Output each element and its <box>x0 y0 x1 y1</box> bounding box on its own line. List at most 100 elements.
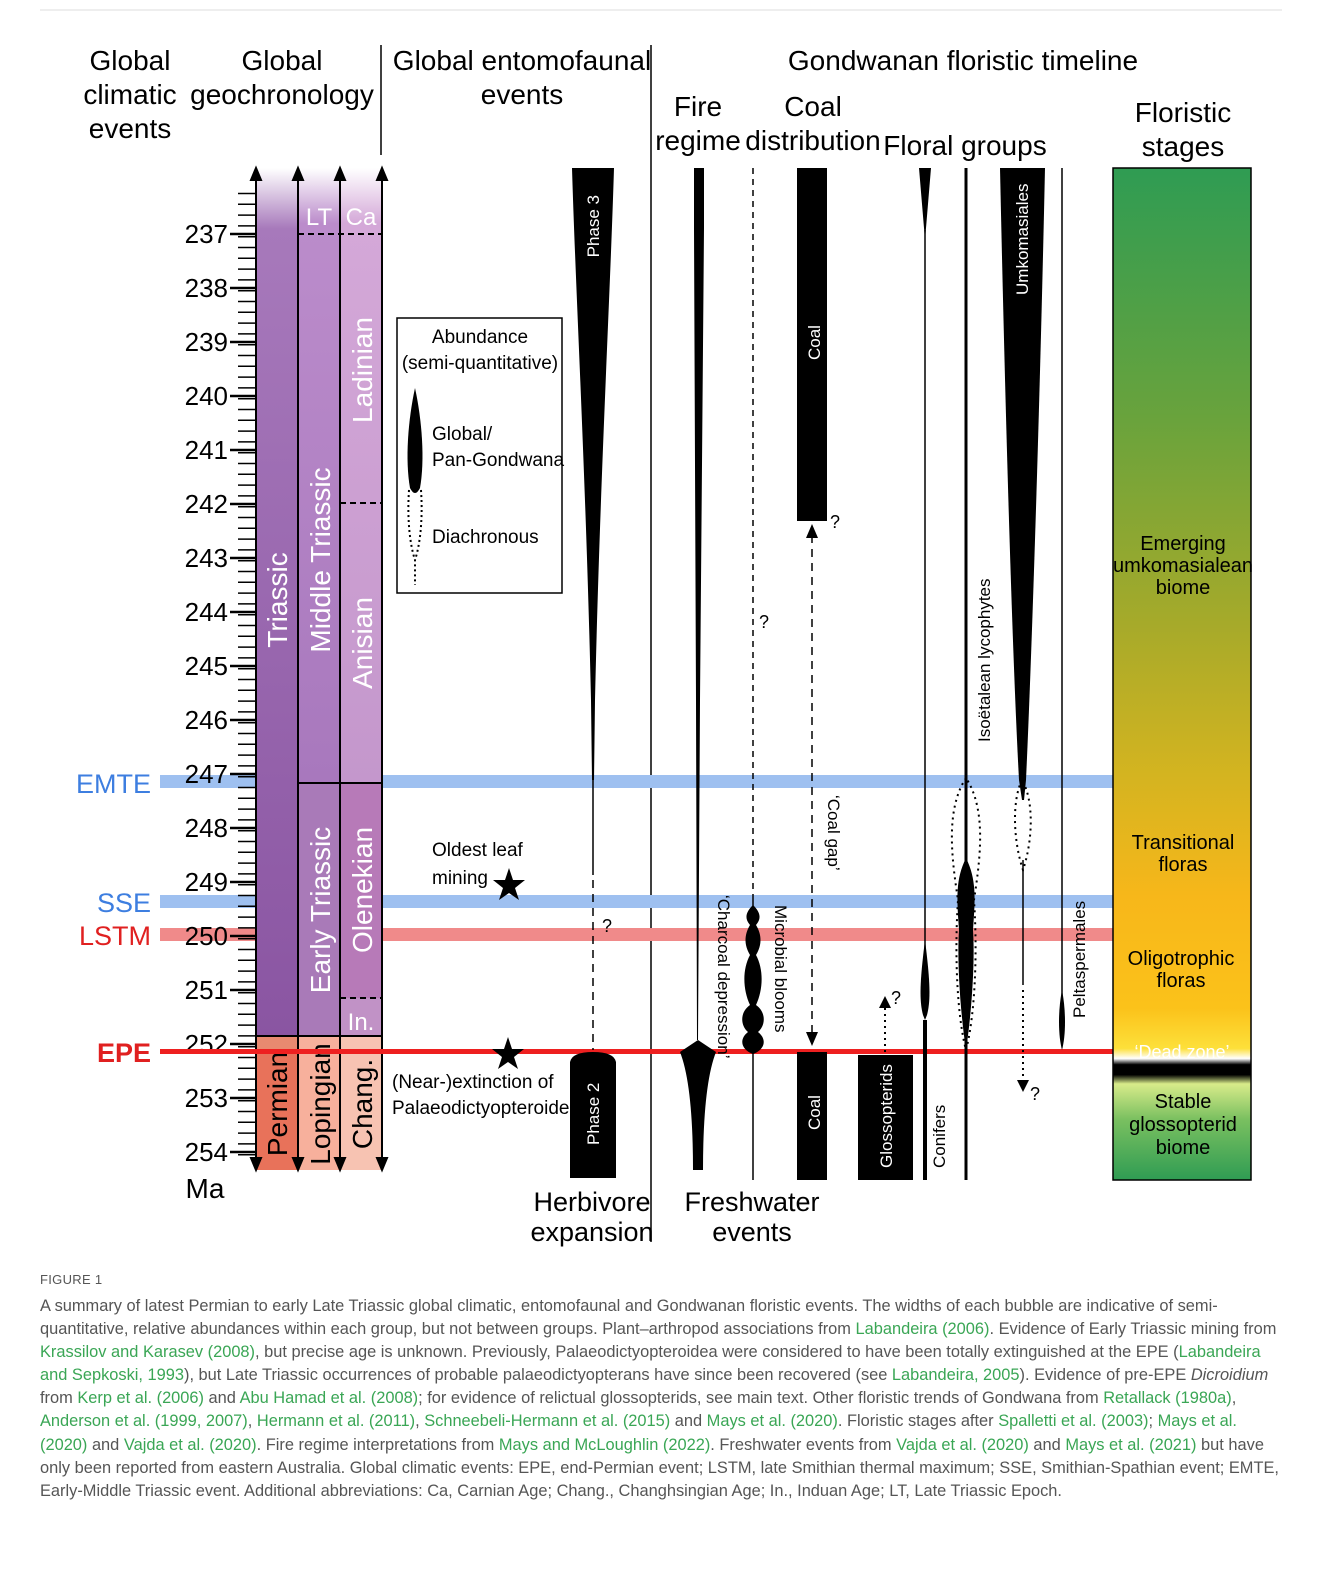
extinction-2: Palaeodictyopteroidea <box>392 1098 580 1119</box>
stage-oligotrophic-1: Oligotrophic <box>1128 948 1235 970</box>
legend-global-2: Pan-Gondwana <box>432 450 564 471</box>
caption-text: . Fire regime interpretations from <box>256 1435 499 1454</box>
middle-triassic-box <box>298 168 340 783</box>
event-bands <box>160 775 1250 941</box>
caption-reference-link[interactable]: Abu Hamad et al. (2008) <box>239 1389 419 1408</box>
caption-reference-link[interactable]: Kerp et al. (2006) <box>77 1389 204 1408</box>
caption-reference-link[interactable]: Mays and McLoughlin (2022) <box>498 1435 711 1454</box>
anisian-label: Anisian <box>347 597 378 689</box>
caption-reference-link[interactable]: Mays et al. (2020) <box>40 1412 1237 1454</box>
olenekian-label: Olenekian <box>347 827 378 953</box>
caption-text: and <box>670 1412 707 1431</box>
axis-tick-label: 239 <box>185 327 228 357</box>
header-gondwanan: Gondwanan floristic timeline <box>788 45 1138 76</box>
fire-bubble-lower <box>680 1040 716 1170</box>
caption-text: ). Evidence of pre-EPE <box>1019 1366 1191 1385</box>
extinction-star-icon <box>492 1037 524 1069</box>
phase3-label: Phase 3 <box>584 195 603 257</box>
axis-tick-label: 247 <box>185 759 228 789</box>
caption-text: A summary of latest Permian to early Lat… <box>40 1297 1218 1339</box>
peltaspermales-label: Peltaspermales <box>1070 901 1089 1018</box>
triassic-period-box <box>256 168 298 1036</box>
axis-tick-label: 244 <box>185 597 228 627</box>
sse-label: SSE <box>97 888 151 918</box>
figure-caption: FIGURE 1 A summary of latest Permian to … <box>40 1272 1282 1503</box>
axis-tick-label: 253 <box>185 1083 228 1113</box>
caption-reference-link[interactable]: Krassilov and Karasev (2008) <box>40 1343 256 1362</box>
caption-reference-link[interactable]: Hermann et al. (2011) <box>256 1412 416 1431</box>
caption-text: . Freshwater events from <box>710 1435 897 1454</box>
caption-text: . Floristic stages after <box>837 1412 999 1431</box>
umkomasiales-question: ? <box>1030 1084 1040 1104</box>
caption-reference-link[interactable]: Anderson et al. (1999, 2007) <box>40 1412 248 1431</box>
lt-label: LT <box>306 204 333 231</box>
freshwater-label-2: events <box>712 1217 792 1247</box>
header-stages-2: stages <box>1142 131 1225 162</box>
conifers-bubble <box>920 940 930 1020</box>
caption-reference-link[interactable]: Vajda et al. (2020) <box>123 1435 257 1454</box>
axis-tick-label: 242 <box>185 489 228 519</box>
header-climatic-2: climatic <box>83 79 176 110</box>
permian-label: Permian <box>262 1052 293 1156</box>
phase2-bubble <box>570 1052 616 1178</box>
caption-reference-link[interactable]: Spalletti et al. (2003) <box>998 1412 1149 1431</box>
axis-tick-label: 246 <box>185 705 228 735</box>
coal-top-label: Coal <box>805 325 824 360</box>
caption-reference-link[interactable]: Mays et al. (2020) <box>706 1412 838 1431</box>
caption-reference-link[interactable]: Labandeira and Sepkoski, 1993 <box>40 1343 1261 1385</box>
early-triassic-label: Early Triassic <box>305 827 336 993</box>
conifers-label: Conifers <box>930 1105 949 1168</box>
axis-tick-label: 248 <box>185 813 228 843</box>
header-entomo-2: events <box>481 79 564 110</box>
caption-reference-link[interactable]: Schneebeli-Hermann et al. (2015) <box>424 1412 671 1431</box>
legend-global-bubble-icon <box>407 388 423 493</box>
caption-reference-link[interactable]: Retallack (1980a) <box>1103 1389 1232 1408</box>
caption-text: Dicroidium <box>1190 1366 1269 1385</box>
phase3-bubble <box>572 168 614 780</box>
header-climatic-3: events <box>89 113 172 144</box>
caption-reference-link[interactable]: Vajda et al. (2020) <box>896 1435 1029 1454</box>
triassic-label: Triassic <box>262 552 293 647</box>
caption-text: . Evidence of Early Triassic mining from <box>989 1320 1277 1339</box>
timeline-figure: Global climatic events Global geochronol… <box>40 9 1282 1247</box>
stage-emerging-2: umkomasialean <box>1113 555 1253 577</box>
header-stages-1: Floristic <box>1135 97 1231 128</box>
caption-text: and <box>87 1435 124 1454</box>
caption-text: ; for evidence of relictual glossopterid… <box>418 1389 1104 1408</box>
caption-reference-link[interactable]: Mays et al. (2021) <box>1065 1435 1197 1454</box>
axis-tick-label: 245 <box>185 651 228 681</box>
header-fire-1: Fire <box>674 91 722 122</box>
leaf-mining-star-icon <box>493 868 525 900</box>
legend-diachronous-icon <box>407 489 423 585</box>
glossopterids-bar <box>858 1055 913 1180</box>
axis-tick-label: 250 <box>185 921 228 951</box>
olenekian-box <box>340 783 382 1036</box>
caption-reference-link[interactable]: Labandeira, 2005 <box>891 1366 1020 1385</box>
herbivore-label-1: Herbivore <box>533 1187 650 1217</box>
caption-text: ; <box>1148 1412 1158 1431</box>
sse-band <box>160 895 1250 908</box>
phase3-question: ? <box>602 916 612 936</box>
stage-transitional-1: Transitional <box>1132 832 1235 854</box>
coal-bottom-label: Coal <box>805 1095 824 1130</box>
abundance-legend: Abundance (semi-quantitative) Global/ Pa… <box>396 317 564 594</box>
glossopterids-label: Glossopterids <box>877 1064 896 1168</box>
caption-text: but have only been reported from eastern… <box>40 1435 1279 1500</box>
axis-tick-label: 240 <box>185 381 228 411</box>
legend-title-2: (semi-quantitative) <box>402 353 558 374</box>
axis-tick-label: 243 <box>185 543 228 573</box>
caption-reference-link[interactable]: Labandeira (2006) <box>855 1320 990 1339</box>
fire-bubble-upper <box>694 228 704 1040</box>
induan-box <box>340 998 382 1036</box>
header-geochron-2: geochronology <box>190 79 374 110</box>
header-coal-2: distribution <box>745 125 880 156</box>
caption-text: , <box>415 1412 425 1431</box>
glossopterids-question: ? <box>891 988 901 1008</box>
freshwater-question: ? <box>759 612 769 632</box>
phase2-label: Phase 2 <box>584 1083 603 1145</box>
microbial-blooms-bubble <box>742 905 764 1054</box>
caption-text: , <box>247 1412 257 1431</box>
ladinian-label: Ladinian <box>347 317 378 423</box>
lopingian-label: Lopingian <box>305 1043 336 1164</box>
induan-label: In. <box>348 1009 375 1036</box>
